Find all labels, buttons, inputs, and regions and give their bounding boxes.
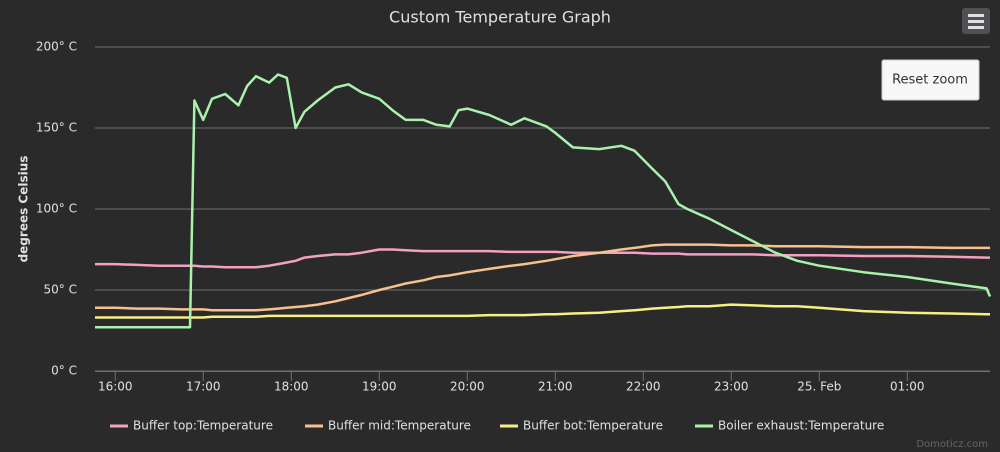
y-tick-label: 150° C [36,121,77,135]
legend-label[interactable]: Boiler exhaust:Temperature [718,419,884,433]
reset-zoom-bg[interactable] [881,59,980,101]
legend-label[interactable]: Buffer top:Temperature [133,419,273,433]
x-tick-label: 23:00 [714,380,749,394]
chart-title: Custom Temperature Graph [389,8,611,27]
reset-zoom-label[interactable]: Reset zoom [892,73,968,88]
x-tick-label: 01:00 [890,380,925,394]
y-tick-label: 50° C [44,283,77,297]
legend-label[interactable]: Buffer bot:Temperature [523,419,663,433]
menu-icon-bar [968,20,984,23]
credits: Domoticz.com [916,439,988,450]
x-tick-label: 19:00 [362,380,397,394]
series-line [95,248,990,269]
y-tick-label: 100° C [36,202,77,216]
series-line [95,73,992,329]
menu-icon-bar [968,14,984,17]
x-tick-label: 21:00 [538,380,573,394]
legend-label[interactable]: Buffer mid:Temperature [328,419,471,433]
y-tick-label: 200° C [36,40,77,54]
x-tick-label: 22:00 [626,380,661,394]
x-tick-label: 16:00 [98,380,133,394]
y-axis-title: degrees Celsius [17,156,31,263]
reset-zoom-button[interactable]: Reset zoom [881,59,980,101]
menu-button[interactable] [962,8,990,34]
y-tick-label: 0° C [51,364,77,378]
x-tick-label: 18:00 [274,380,309,394]
series-line [95,303,990,319]
x-tick-label: 17:00 [186,380,221,394]
x-tick-label: 20:00 [450,380,485,394]
x-tick-label: 25. Feb [797,380,841,394]
series-line [95,243,990,312]
menu-icon-bar [968,26,984,29]
